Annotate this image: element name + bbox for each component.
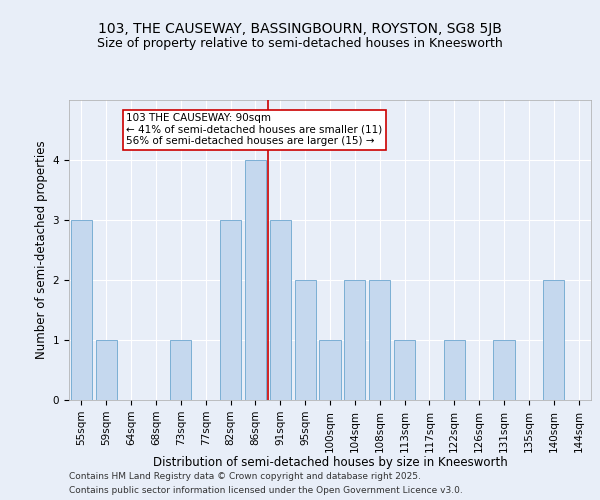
Bar <box>543 280 564 400</box>
Bar <box>220 220 241 400</box>
Bar <box>270 220 291 400</box>
Bar <box>295 280 316 400</box>
Bar <box>394 340 415 400</box>
Text: Contains public sector information licensed under the Open Government Licence v3: Contains public sector information licen… <box>69 486 463 495</box>
Text: 103, THE CAUSEWAY, BASSINGBOURN, ROYSTON, SG8 5JB: 103, THE CAUSEWAY, BASSINGBOURN, ROYSTON… <box>98 22 502 36</box>
Text: 103 THE CAUSEWAY: 90sqm
← 41% of semi-detached houses are smaller (11)
56% of se: 103 THE CAUSEWAY: 90sqm ← 41% of semi-de… <box>126 113 382 146</box>
Bar <box>170 340 191 400</box>
Bar <box>71 220 92 400</box>
Bar <box>369 280 390 400</box>
Bar <box>344 280 365 400</box>
Bar <box>444 340 465 400</box>
X-axis label: Distribution of semi-detached houses by size in Kneesworth: Distribution of semi-detached houses by … <box>152 456 508 469</box>
Bar <box>319 340 341 400</box>
Bar <box>96 340 117 400</box>
Y-axis label: Number of semi-detached properties: Number of semi-detached properties <box>35 140 49 360</box>
Text: Size of property relative to semi-detached houses in Kneesworth: Size of property relative to semi-detach… <box>97 38 503 51</box>
Text: Contains HM Land Registry data © Crown copyright and database right 2025.: Contains HM Land Registry data © Crown c… <box>69 472 421 481</box>
Bar <box>245 160 266 400</box>
Bar <box>493 340 515 400</box>
